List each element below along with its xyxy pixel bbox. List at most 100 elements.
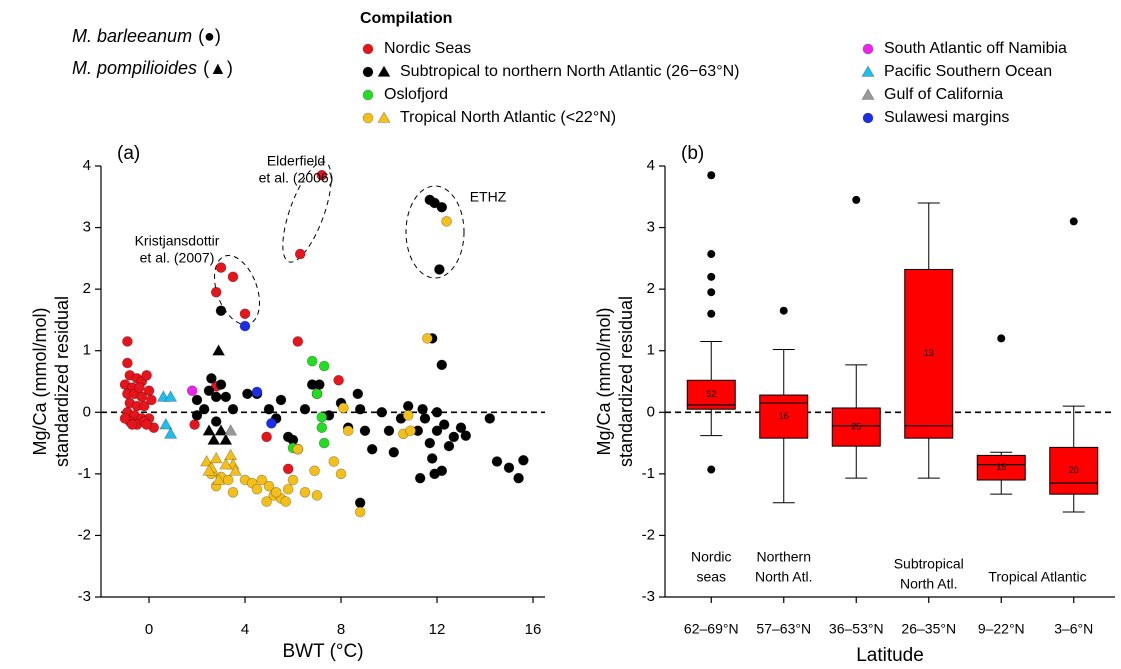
point xyxy=(198,403,210,415)
point xyxy=(239,320,251,332)
annotation: et al. (2007) xyxy=(140,250,215,266)
y-tick-label: 3 xyxy=(647,219,655,236)
point xyxy=(209,451,223,464)
point xyxy=(436,359,448,371)
x-tick-label: 16 xyxy=(525,621,542,638)
outlier xyxy=(707,171,716,180)
point xyxy=(219,458,233,470)
point xyxy=(239,308,251,320)
point xyxy=(388,447,400,458)
point xyxy=(431,425,443,437)
point xyxy=(460,430,472,441)
region-label: North Atl. xyxy=(900,576,958,592)
legend-label: Subtropical to northern North Atlantic (… xyxy=(400,63,739,80)
point xyxy=(294,248,306,260)
point xyxy=(352,388,364,400)
point xyxy=(203,385,215,397)
point xyxy=(222,474,234,486)
point xyxy=(417,403,428,415)
outlier xyxy=(707,309,716,318)
y-tick-label: -2 xyxy=(78,526,91,543)
point xyxy=(376,406,388,418)
point xyxy=(141,419,152,430)
species-legend: M. barleeanum (●) xyxy=(72,26,221,46)
outlier xyxy=(707,250,716,259)
point xyxy=(287,474,299,486)
legend-marker xyxy=(377,111,391,123)
point xyxy=(314,379,325,390)
legend-label: Sulawesi margins xyxy=(884,109,1009,126)
legend-label: Gulf of California xyxy=(884,86,1003,103)
point xyxy=(164,427,178,439)
legend-title: Compilation xyxy=(360,10,452,27)
x-tick-label: 4 xyxy=(241,621,249,638)
x-tick-label: 12 xyxy=(429,621,446,638)
x-tick-label: 62–69°N xyxy=(684,621,739,637)
point xyxy=(443,440,455,452)
point xyxy=(266,418,277,429)
point xyxy=(212,473,226,485)
point xyxy=(210,416,222,427)
x-tick-label: 36–53°N xyxy=(829,621,884,637)
legend-marker xyxy=(362,89,374,101)
outlier xyxy=(997,334,1006,343)
region-label: Northern xyxy=(757,549,811,565)
point xyxy=(122,336,133,347)
point xyxy=(141,370,152,381)
species-name: M. barleeanum xyxy=(72,26,192,46)
point xyxy=(309,465,320,477)
point xyxy=(202,424,216,436)
point xyxy=(426,453,438,464)
point xyxy=(503,462,515,474)
y-tick-label: 2 xyxy=(647,280,655,297)
point xyxy=(436,201,448,213)
point xyxy=(448,431,460,443)
y-tick-label: 3 xyxy=(83,219,91,236)
y-tick-label: 4 xyxy=(83,157,91,174)
point xyxy=(311,388,323,400)
legend-marker xyxy=(362,66,374,78)
legend-marker xyxy=(362,43,374,55)
point xyxy=(146,394,157,406)
point xyxy=(261,431,272,443)
annotation-ellipse xyxy=(214,254,260,326)
point xyxy=(441,216,452,227)
count-label: 15 xyxy=(996,462,1006,472)
y-tick-label: -2 xyxy=(642,526,655,543)
count-label: 25 xyxy=(851,421,861,431)
point xyxy=(282,483,294,495)
region-label: Tropical Atlantic xyxy=(988,569,1086,585)
point xyxy=(366,443,378,455)
point xyxy=(455,422,467,433)
point xyxy=(122,357,133,369)
legend-marker xyxy=(377,65,391,77)
y-tick-label: 1 xyxy=(83,342,91,359)
point xyxy=(438,419,450,430)
point xyxy=(484,413,496,424)
point xyxy=(491,456,503,467)
point xyxy=(359,425,371,437)
y-axis-label: standardized residual xyxy=(616,296,636,467)
legend-label: Tropical North Atlantic (<22°N) xyxy=(400,109,616,126)
box xyxy=(831,407,881,447)
point xyxy=(318,437,330,449)
point xyxy=(299,487,311,498)
point xyxy=(189,419,200,430)
y-tick-label: -3 xyxy=(78,588,91,605)
box xyxy=(976,454,1026,481)
point xyxy=(316,422,328,433)
point xyxy=(275,394,287,406)
point xyxy=(138,400,150,412)
point xyxy=(292,443,304,455)
box xyxy=(1049,446,1099,495)
count-label: 13 xyxy=(924,348,934,358)
point xyxy=(513,472,524,484)
point xyxy=(328,456,340,467)
x-tick-label: 3–6°N xyxy=(1054,621,1093,637)
point xyxy=(405,425,416,437)
annotation: et al. (2006) xyxy=(259,170,334,186)
annotation: Elderfield xyxy=(267,153,325,169)
point xyxy=(136,391,148,403)
point xyxy=(261,496,272,507)
point xyxy=(126,419,138,430)
